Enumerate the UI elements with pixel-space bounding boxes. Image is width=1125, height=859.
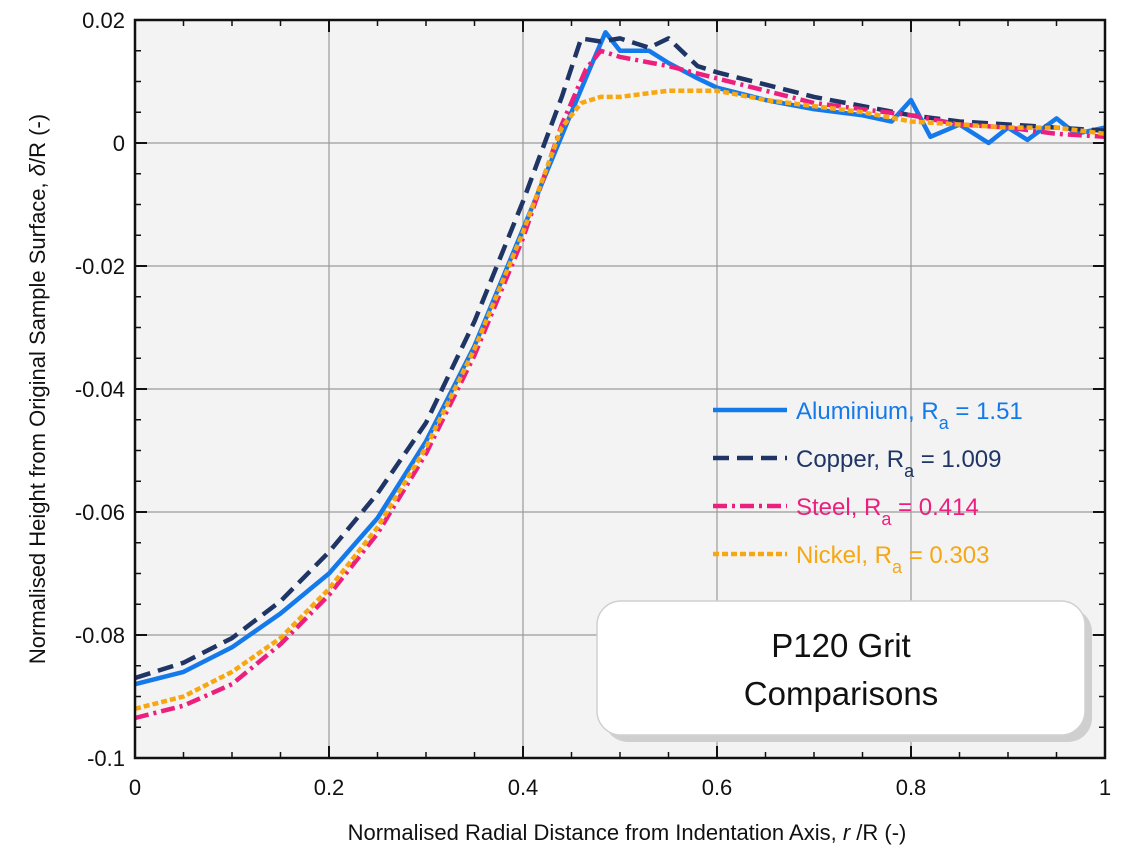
series-lines bbox=[134, 30, 1106, 721]
y-axis-title: Normalised Height from Original Sample S… bbox=[25, 114, 50, 664]
legend-label-steel: Steel, Ra = 0.414 bbox=[796, 494, 979, 529]
y-tick-label: -0.1 bbox=[87, 746, 125, 771]
y-tick-label: -0.06 bbox=[75, 500, 125, 525]
series-line-steel bbox=[134, 48, 1106, 721]
plot-frame bbox=[133, 18, 1107, 760]
y-tick-label: -0.04 bbox=[75, 377, 125, 402]
x-tick-label: 0 bbox=[129, 775, 141, 800]
x-tick-label: 0.6 bbox=[702, 775, 733, 800]
x-tick-label: 0.4 bbox=[508, 775, 539, 800]
legend-label-nickel: Nickel, Ra = 0.303 bbox=[796, 542, 989, 577]
annotation-line-2: Comparisons bbox=[744, 675, 938, 712]
x-tick-label: 0.2 bbox=[314, 775, 345, 800]
tick-labels: 0 0.2 0.4 0.6 0.8 1 -0.1 -0.08 -0.06 -0.04 -0.02 0 0… bbox=[75, 8, 1111, 800]
x-axis-title: Normalised Radial Distance from Indentat… bbox=[348, 820, 907, 845]
y-tick-label: 0 bbox=[113, 131, 125, 156]
x-tick-label: 0.8 bbox=[896, 775, 927, 800]
legend-label-copper: Copper, Ra = 1.009 bbox=[796, 446, 1002, 481]
y-tick-label: -0.02 bbox=[75, 254, 125, 279]
y-tick-label: -0.08 bbox=[75, 623, 125, 648]
annotation-line-1: P120 Grit bbox=[771, 627, 910, 664]
grid-lines bbox=[135, 20, 1105, 758]
legend: Aluminium, Ra = 1.51 Copper, Ra = 1.009 St… bbox=[713, 398, 1023, 577]
legend-label-aluminium: Aluminium, Ra = 1.51 bbox=[796, 398, 1023, 433]
y-tick-label: 0.02 bbox=[82, 8, 125, 33]
series-line-nickel bbox=[134, 88, 1106, 711]
title-annotation-box: P120 Grit Comparisons bbox=[596, 600, 1092, 742]
series-line-aluminium bbox=[134, 30, 1106, 687]
x-tick-label: 1 bbox=[1099, 775, 1111, 800]
